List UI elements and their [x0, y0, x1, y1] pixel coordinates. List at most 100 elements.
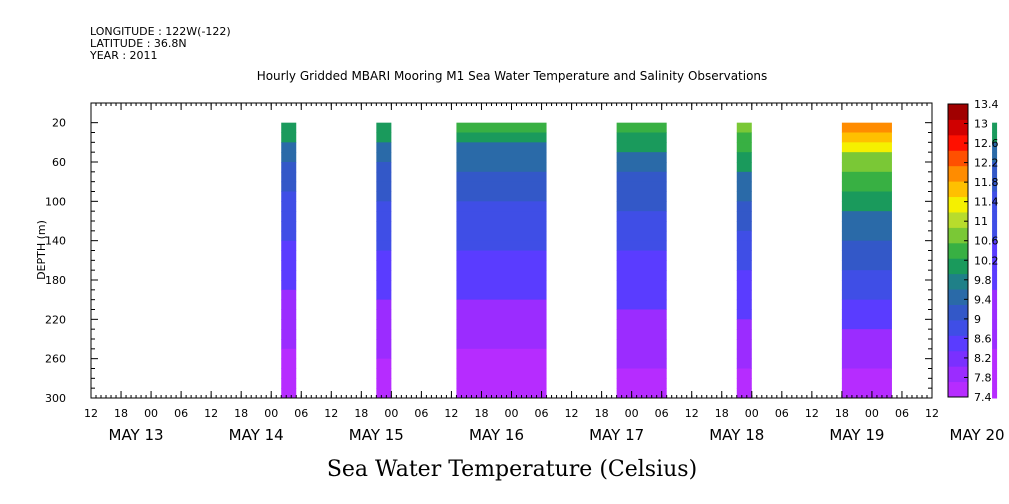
temperature-cell [376, 201, 392, 212]
temperature-cell [992, 309, 998, 320]
temperature-cell [376, 152, 392, 163]
temperature-cell [281, 368, 297, 379]
x-tick-label: 12 [84, 407, 98, 420]
temperature-cell [376, 162, 392, 173]
colorbar-label: 12.6 [974, 137, 999, 150]
temperature-cell [456, 221, 547, 232]
temperature-cell [992, 132, 998, 143]
temperature-cell [456, 201, 547, 212]
temperature-cell [616, 339, 667, 350]
temperature-cell [281, 230, 297, 242]
latitude-text: LATITUDE : 36.8N [90, 37, 187, 50]
x-date-label: MAY 15 [349, 426, 404, 444]
temperature-cell [841, 289, 892, 301]
temperature-cell [456, 152, 547, 163]
temperature-cell [456, 122, 547, 133]
x-tick-label: 00 [625, 407, 639, 420]
temperature-cell [456, 339, 547, 350]
x-tick-label: 12 [805, 407, 819, 420]
temperature-cell [456, 132, 547, 143]
temperature-cell [456, 181, 547, 192]
colorbar-swatch [948, 211, 968, 228]
temperature-cell [281, 181, 297, 192]
temperature-cell [841, 230, 892, 242]
temperature-cell [616, 181, 667, 192]
temperature-cell [616, 230, 667, 242]
y-tick-label: 300 [45, 392, 66, 405]
temperature-cell [376, 181, 392, 192]
temperature-cell [616, 368, 667, 379]
temperature-cell [992, 388, 998, 399]
temperature-cell [841, 201, 892, 212]
temperature-cell [456, 250, 547, 261]
colorbar-label: 11.8 [974, 176, 999, 189]
y-tick-label: 140 [45, 235, 66, 248]
temperature-cell [456, 162, 547, 173]
temperature-cell [992, 122, 998, 133]
colorbar-label: 10.2 [974, 254, 999, 267]
temperature-cell [616, 280, 667, 291]
y-tick-label: 260 [45, 353, 66, 366]
temperature-cell [841, 348, 892, 360]
temperature-cell [616, 191, 667, 202]
temperature-cell [736, 132, 752, 143]
temperature-cell [456, 240, 547, 251]
temperature-cell [616, 201, 667, 212]
temperature-cell [456, 378, 547, 389]
data-segment [376, 122, 392, 399]
temperature-cell [376, 230, 392, 242]
temperature-cell [281, 162, 297, 173]
temperature-cell [376, 211, 392, 222]
temperature-cell [281, 270, 297, 281]
temperature-cell [841, 250, 892, 261]
temperature-cell [841, 132, 892, 143]
temperature-cell [841, 388, 892, 399]
temperature-cell [992, 329, 998, 340]
temperature-cell [992, 250, 998, 261]
x-date-label: MAY 17 [589, 426, 644, 444]
colorbar-label: 8.6 [974, 332, 992, 345]
temperature-cell [616, 289, 667, 301]
x-tick-label: 12 [444, 407, 458, 420]
colorbar-label: 11 [974, 215, 988, 228]
temperature-cell [992, 211, 998, 222]
temperature-cell [616, 142, 667, 153]
x-date-label: MAY 19 [829, 426, 884, 444]
temperature-cell [736, 348, 752, 360]
x-tick-label: 18 [354, 407, 368, 420]
temperature-cell [841, 221, 892, 232]
temperature-cell [376, 142, 392, 153]
temperature-cell [616, 260, 667, 271]
temperature-cell [616, 152, 667, 163]
temperature-cell [736, 162, 752, 173]
x-tick-label: 18 [114, 407, 128, 420]
temperature-cell [616, 270, 667, 281]
temperature-cell [456, 289, 547, 301]
temperature-cell [992, 142, 998, 153]
temperature-cell [376, 270, 392, 281]
temperature-cell [456, 230, 547, 242]
temperature-cell [281, 260, 297, 271]
temperature-cell [456, 280, 547, 291]
temperature-cell [736, 368, 752, 379]
temperature-cell [992, 339, 998, 350]
temperature-cell [736, 201, 752, 212]
data-segment [992, 122, 998, 399]
temperature-cell [376, 122, 392, 133]
temperature-cell [456, 309, 547, 320]
temperature-cell [281, 280, 297, 291]
temperature-cell [281, 378, 297, 389]
temperature-cell [456, 299, 547, 310]
x-tick-label: 06 [294, 407, 308, 420]
colorbar-label: 13 [974, 118, 988, 131]
temperature-cell [992, 181, 998, 192]
temperature-cell [376, 339, 392, 350]
temperature-cell [281, 348, 297, 360]
temperature-cell [616, 388, 667, 399]
temperature-cell [281, 240, 297, 251]
temperature-cell [992, 240, 998, 251]
temperature-cell [841, 211, 892, 222]
x-tick-label: 00 [865, 407, 879, 420]
temperature-cell [616, 122, 667, 133]
